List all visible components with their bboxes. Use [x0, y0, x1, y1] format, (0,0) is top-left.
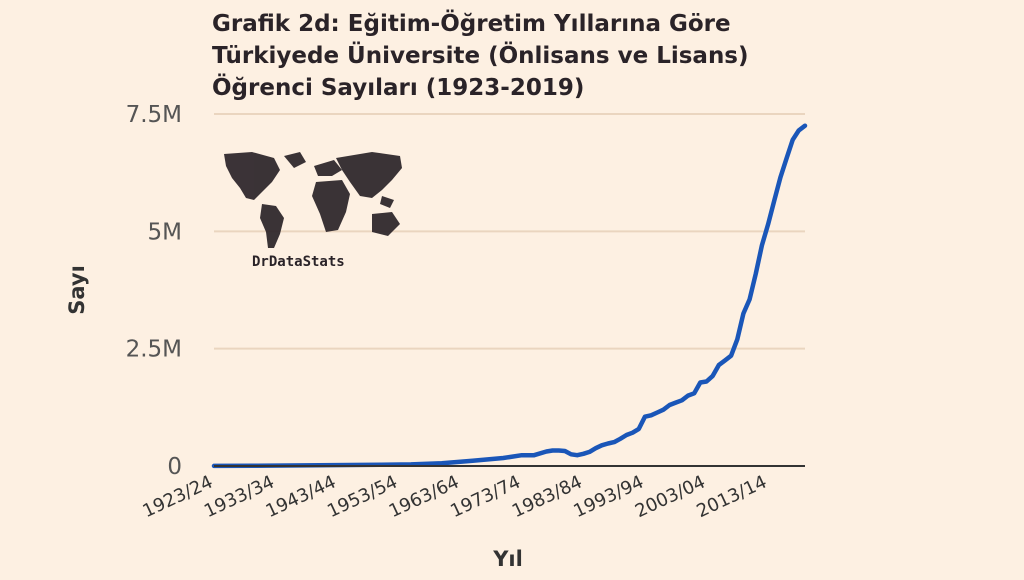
x-tick-label: 2003/04: [632, 471, 709, 522]
watermark-logo: DrDataStats: [224, 152, 402, 270]
y-tick-label: 0: [167, 454, 182, 480]
x-tick-label: 1963/64: [386, 471, 463, 522]
y-axis-label: Sayı: [65, 265, 89, 315]
x-tick-label: 1943/44: [263, 471, 340, 522]
x-tick-label: 2013/14: [694, 471, 771, 522]
x-axis-label: Yıl: [492, 547, 523, 571]
y-axis-ticks: 0 2.5M 5M 7.5M: [126, 102, 182, 480]
x-tick-label: 1953/54: [324, 471, 401, 522]
x-axis-ticks: 1923/241933/341943/441953/541963/641973/…: [139, 471, 770, 522]
x-tick-label: 1993/94: [570, 471, 647, 522]
chart-title-line-1: Grafik 2d: Eğitim-Öğretim Yıllarına Göre: [212, 11, 731, 37]
chart-title-line-2: Türkiyede Üniversite (Önlisans ve Lisans…: [212, 43, 749, 69]
y-tick-label: 2.5M: [126, 337, 182, 363]
gridlines: [214, 113, 805, 350]
series-line: [211, 123, 808, 469]
chart-title: Grafik 2d: Eğitim-Öğretim Yıllarına Göre…: [212, 8, 852, 104]
x-tick-label: 1973/74: [447, 471, 524, 522]
x-tick-label: 1983/84: [509, 471, 586, 522]
chart-title-line-3: Öğrenci Sayıları (1923-2019): [212, 75, 585, 101]
y-tick-label: 7.5M: [126, 102, 182, 128]
world-map-icon: [224, 152, 402, 248]
y-tick-label: 5M: [148, 219, 182, 245]
watermark-text: DrDataStats: [252, 254, 345, 270]
x-tick-label: 1933/34: [201, 471, 278, 522]
